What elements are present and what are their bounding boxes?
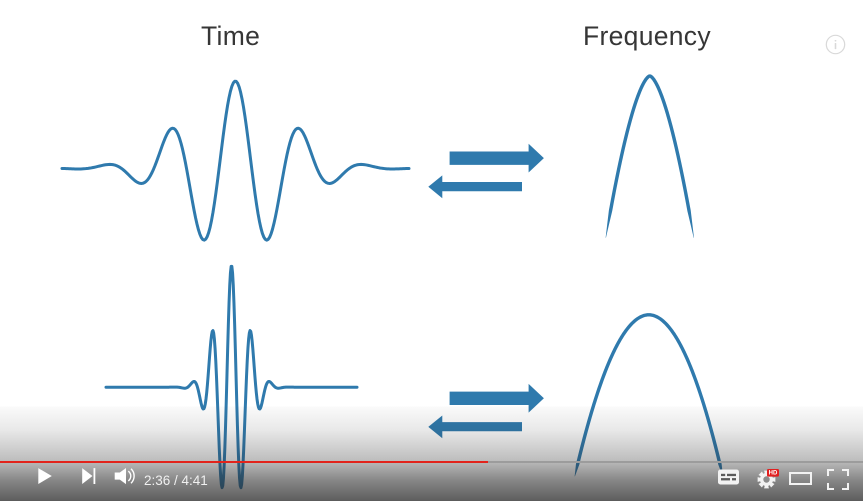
svg-text:HD: HD (769, 471, 778, 477)
svg-text:2:36 / 4:41: 2:36 / 4:41 (144, 473, 208, 488)
